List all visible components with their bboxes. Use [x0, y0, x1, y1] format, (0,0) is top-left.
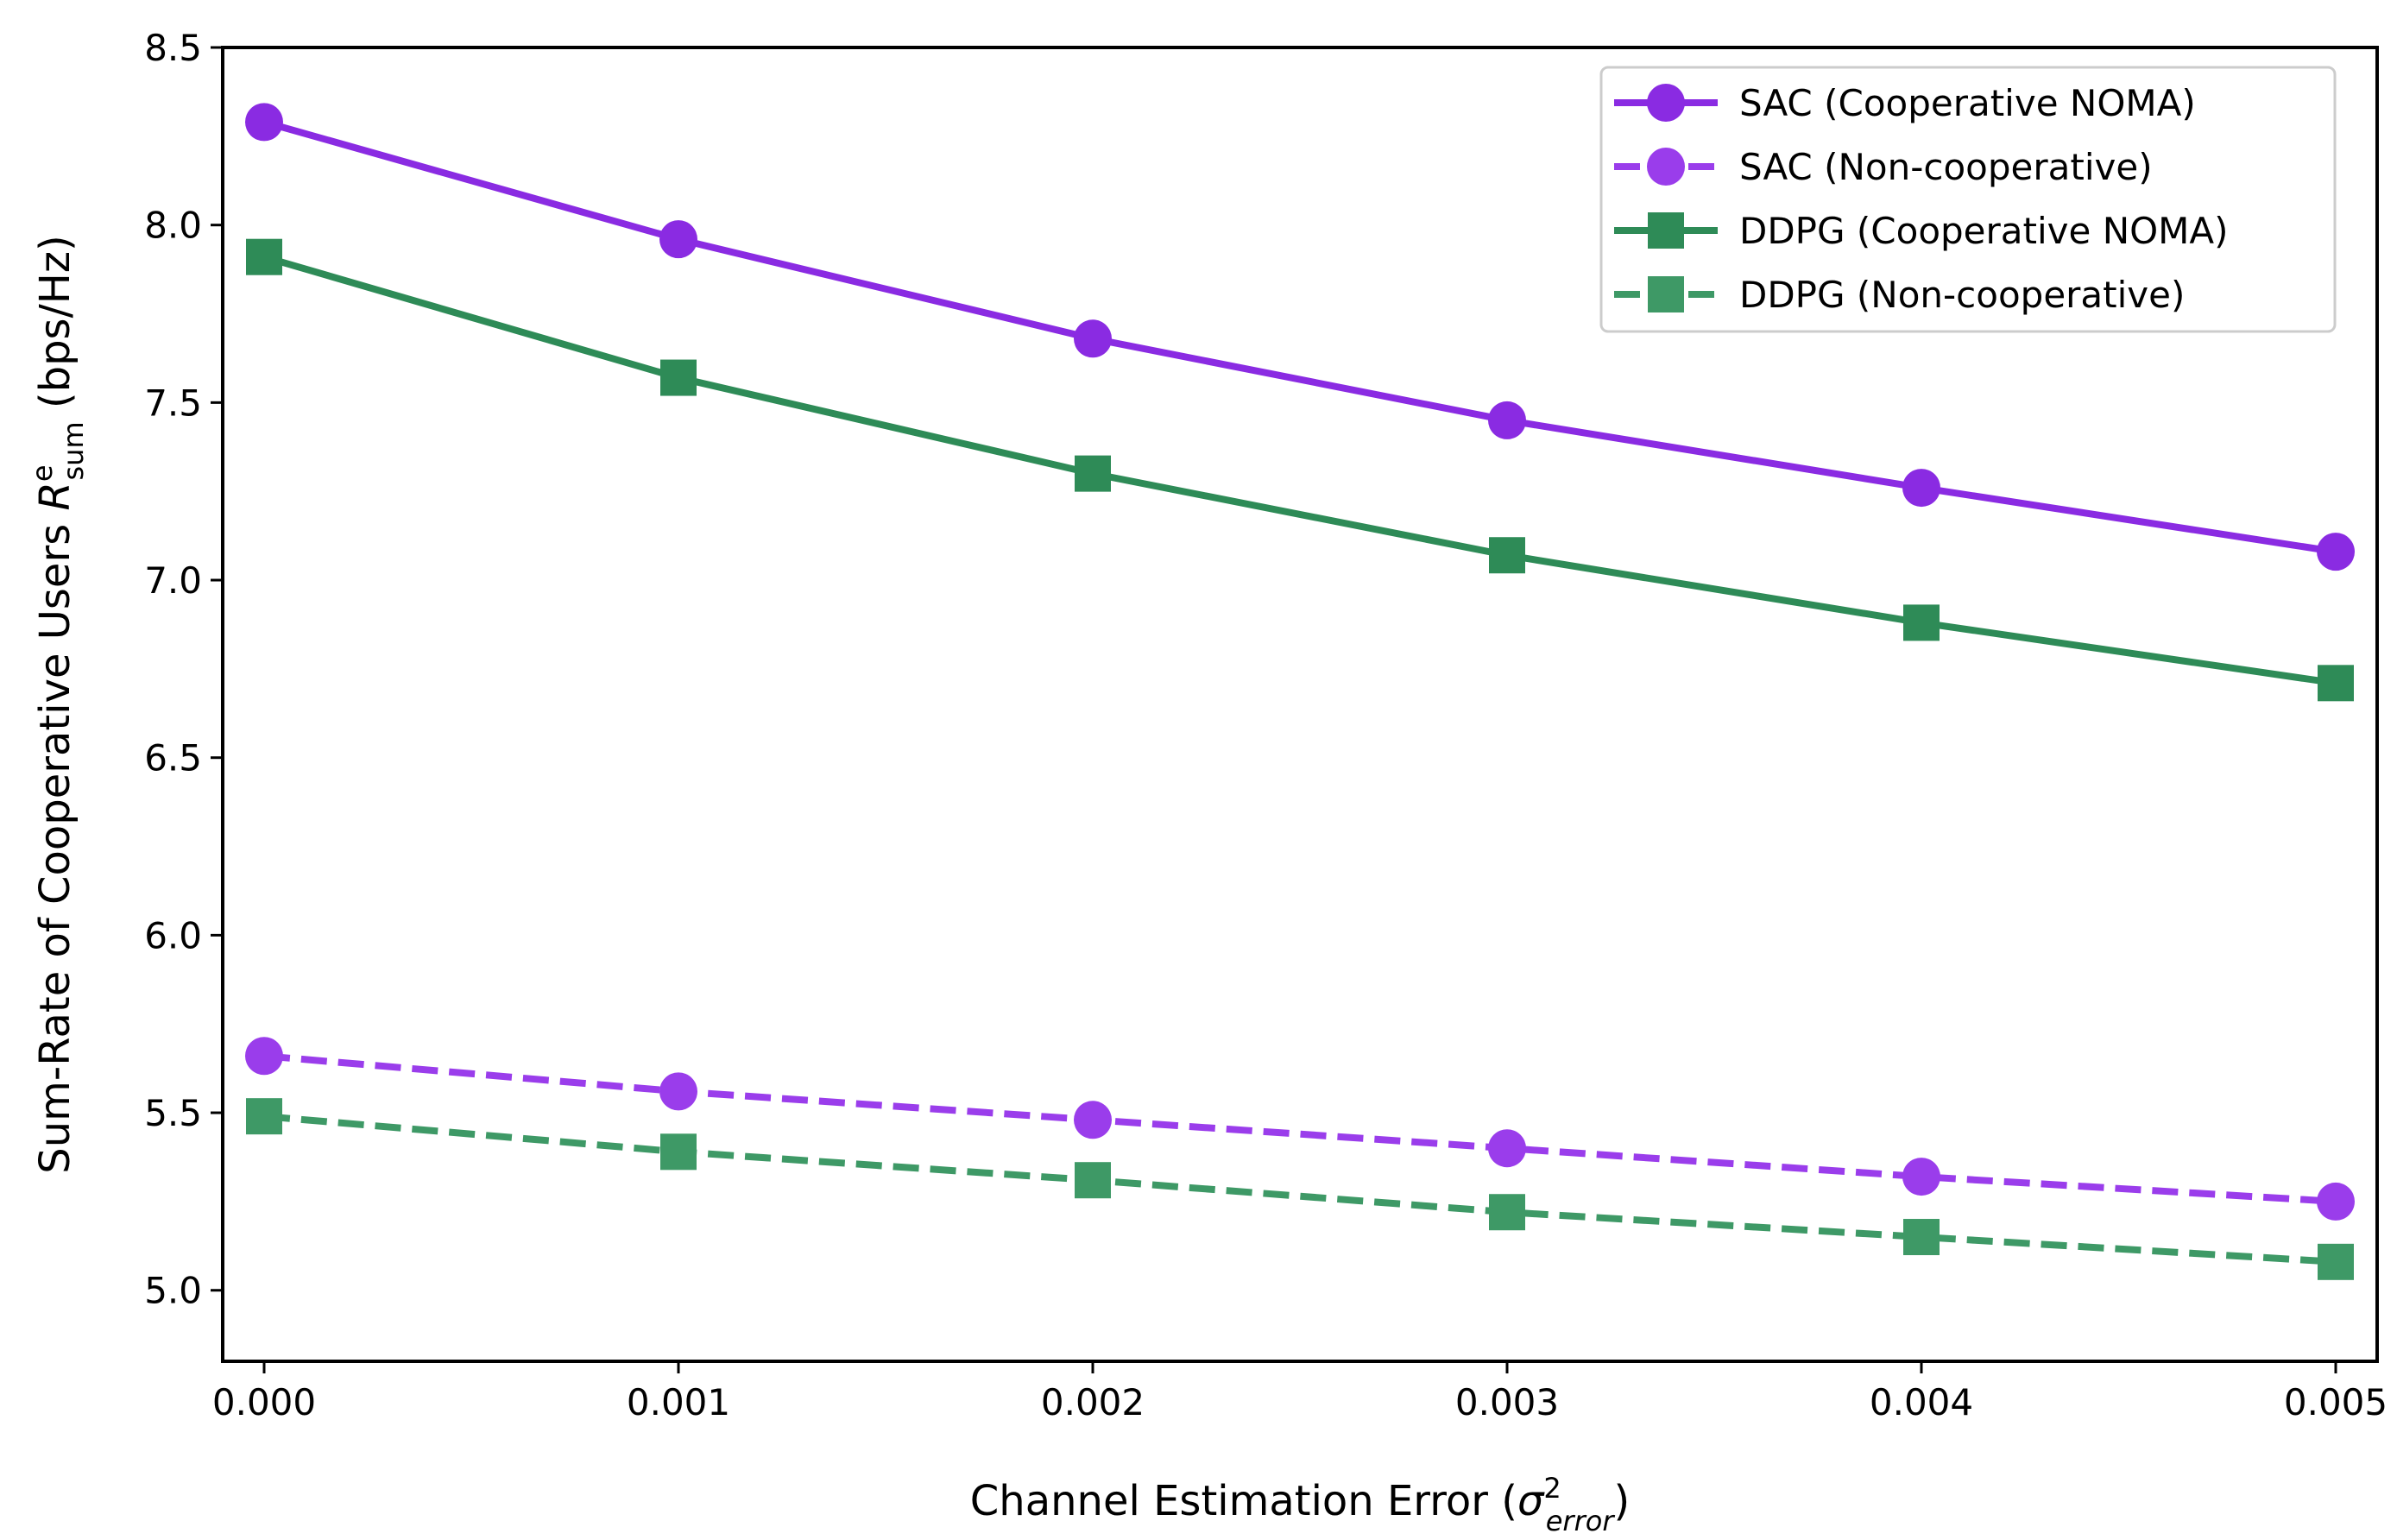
y-tick-label: 5.0 — [144, 1270, 202, 1312]
data-point — [1075, 1162, 1111, 1199]
legend-item: SAC (Cooperative NOMA) — [1614, 82, 2196, 124]
series-line — [262, 118, 2337, 556]
x-axis: 0.000 0.001 0.002 0.003 0.004 0.005 — [212, 1361, 2388, 1423]
series-sac-cooperative-noma — [245, 103, 2355, 571]
y-tick-label: 6.5 — [144, 737, 202, 779]
y-tick-label: 8.5 — [144, 27, 202, 69]
series-line — [262, 253, 2337, 687]
data-point — [1902, 469, 1940, 508]
legend-marker — [1647, 148, 1685, 186]
data-point — [245, 1037, 283, 1076]
series-line — [263, 1052, 2337, 1205]
data-point — [245, 103, 283, 142]
x-axis-title: Channel Estimation Error (σ2 error) — [970, 1472, 1630, 1537]
legend-marker — [1647, 84, 1685, 122]
x-tick-label: 0.005 — [2284, 1381, 2388, 1423]
legend-item: DDPG (Cooperative NOMA) — [1614, 210, 2229, 252]
x-tick-label: 0.001 — [627, 1381, 730, 1423]
data-point — [659, 220, 697, 259]
legend-label: SAC (Cooperative NOMA) — [1739, 82, 2196, 124]
legend-label: DDPG (Cooperative NOMA) — [1739, 210, 2229, 252]
data-point — [2318, 665, 2354, 702]
x-tick-label: 0.002 — [1041, 1381, 1145, 1423]
x-tick-label: 0.000 — [212, 1381, 316, 1423]
y-axis: 5.0 5.5 6.0 6.5 7.0 7.5 8.0 8.5 — [144, 27, 223, 1312]
legend-box — [1599, 66, 2337, 333]
data-point — [1488, 1129, 1526, 1168]
x-tick-label: 0.003 — [1455, 1381, 1559, 1423]
legend-item: DDPG (Non-cooperative) — [1614, 274, 2185, 316]
data-point — [660, 359, 697, 396]
data-point — [2318, 1243, 2354, 1280]
legend-marker — [1648, 212, 1684, 249]
legend-label: SAC (Non-cooperative) — [1739, 146, 2153, 188]
data-point — [1903, 1219, 1940, 1256]
series-ddpg-cooperative-noma — [246, 238, 2354, 702]
legend-label: DDPG (Non-cooperative) — [1739, 274, 2185, 316]
series-sac-non-cooperative — [245, 1037, 2355, 1221]
x-tick-label: 0.004 — [1870, 1381, 1973, 1423]
data-point — [246, 1098, 282, 1135]
data-point — [1075, 455, 1111, 492]
y-tick-label: 5.5 — [144, 1092, 202, 1134]
y-tick-label: 7.5 — [144, 382, 202, 424]
plot-marks — [245, 103, 2355, 1280]
y-tick-label: 7.0 — [144, 559, 202, 602]
y-tick-label: 6.0 — [144, 914, 202, 956]
data-point — [660, 1133, 697, 1171]
data-point — [1489, 537, 1525, 574]
data-point — [659, 1072, 697, 1111]
data-point — [246, 238, 282, 275]
data-point — [1488, 401, 1526, 439]
data-point — [1074, 1101, 1112, 1139]
series-line — [263, 1113, 2337, 1265]
plot-frame — [221, 46, 2379, 1363]
series-ddpg-non-cooperative — [246, 1098, 2354, 1280]
y-axis-title: Sum-Rate of Cooperative Users Resum (bps… — [26, 235, 90, 1174]
data-point — [1074, 319, 1112, 358]
data-point — [1903, 604, 1940, 641]
legend: SAC (Cooperative NOMA) SAC (Non-cooperati… — [1599, 66, 2337, 333]
data-point — [1489, 1194, 1525, 1231]
legend-marker — [1648, 276, 1684, 312]
data-point — [2317, 1182, 2355, 1221]
y-tick-label: 8.0 — [144, 205, 202, 247]
data-point — [2317, 533, 2355, 571]
data-point — [1902, 1158, 1940, 1196]
legend-item: SAC (Non-cooperative) — [1614, 146, 2153, 188]
